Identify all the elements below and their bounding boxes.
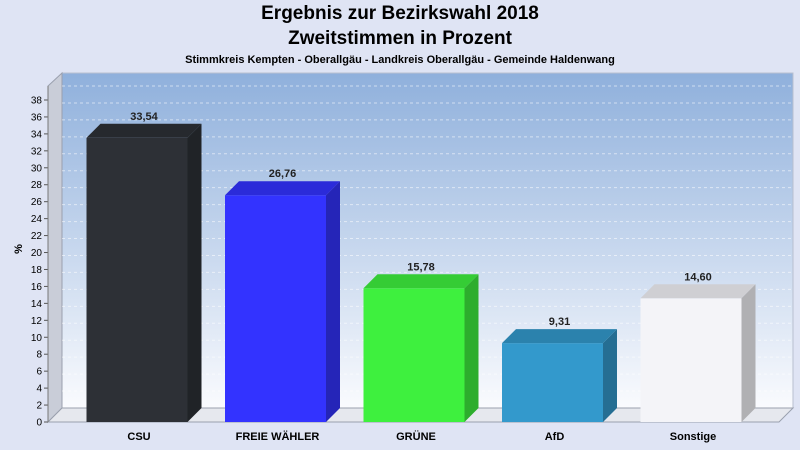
y-tick-label: 36 [31, 112, 43, 123]
y-tick-label: 0 [36, 418, 42, 429]
y-tick-label: 26 [31, 197, 43, 208]
bar-side [464, 274, 479, 422]
bar-top [86, 123, 202, 138]
x-tick-label: CSU [127, 431, 150, 443]
y-tick-label: 32 [31, 146, 43, 157]
bar-freie-wähler [225, 181, 340, 422]
bar-top [363, 274, 479, 289]
y-tick-label: 30 [31, 163, 43, 174]
bar-front [363, 288, 465, 422]
y-tick-label: 16 [31, 282, 43, 293]
bar-grüne [363, 274, 479, 422]
bar-front [640, 298, 742, 422]
x-tick-label: FREIE WÄHLER [236, 430, 320, 443]
chart-subtitle: Zweitstimmen in Prozent [288, 28, 512, 49]
y-axis-label: % [13, 244, 25, 254]
y-tick-label: 6 [36, 367, 42, 378]
bar-front [502, 343, 603, 422]
y-tick-label: 20 [31, 248, 43, 259]
y-tick-label: 28 [31, 180, 43, 191]
y-tick-label: 14 [31, 299, 43, 310]
bar-side [187, 123, 202, 422]
x-tick-label: Sonstige [670, 431, 716, 443]
bar-csu [86, 123, 202, 422]
x-tick-label: AfD [545, 431, 565, 443]
x-tick-label: GRÜNE [396, 430, 436, 443]
y-tick-label: 8 [36, 350, 42, 361]
bar-sonstige [640, 284, 756, 422]
data-label: 33,54 [130, 111, 158, 123]
bar-top [225, 181, 340, 196]
y-tick-label: 12 [31, 316, 43, 327]
y-tick-label: 4 [36, 384, 42, 395]
bar-afd [502, 329, 617, 422]
bar-side [603, 329, 617, 422]
y-tick-label: 22 [31, 231, 43, 242]
bar-front [225, 195, 326, 422]
data-label: 15,78 [407, 261, 435, 273]
bar-side [741, 284, 756, 422]
y-tick-label: 18 [31, 265, 43, 276]
bar-side [326, 181, 340, 422]
side-wall [47, 71, 63, 424]
data-label: 14,60 [684, 271, 712, 283]
y-tick-label: 24 [31, 214, 43, 225]
y-tick-label: 2 [36, 401, 42, 412]
data-label: 26,76 [269, 168, 297, 180]
y-tick-label: 34 [31, 129, 43, 140]
bar-front [86, 137, 188, 422]
y-tick-label: 38 [31, 96, 43, 107]
chart-caption: Stimmkreis Kempten - Oberallgäu - Landkr… [185, 54, 615, 66]
bar-top [502, 329, 617, 344]
data-label: 9,31 [549, 316, 570, 328]
bar-top [640, 284, 756, 299]
y-tick-label: 10 [31, 333, 43, 344]
chart-title: Ergebnis zur Bezirkswahl 2018 [261, 3, 539, 24]
